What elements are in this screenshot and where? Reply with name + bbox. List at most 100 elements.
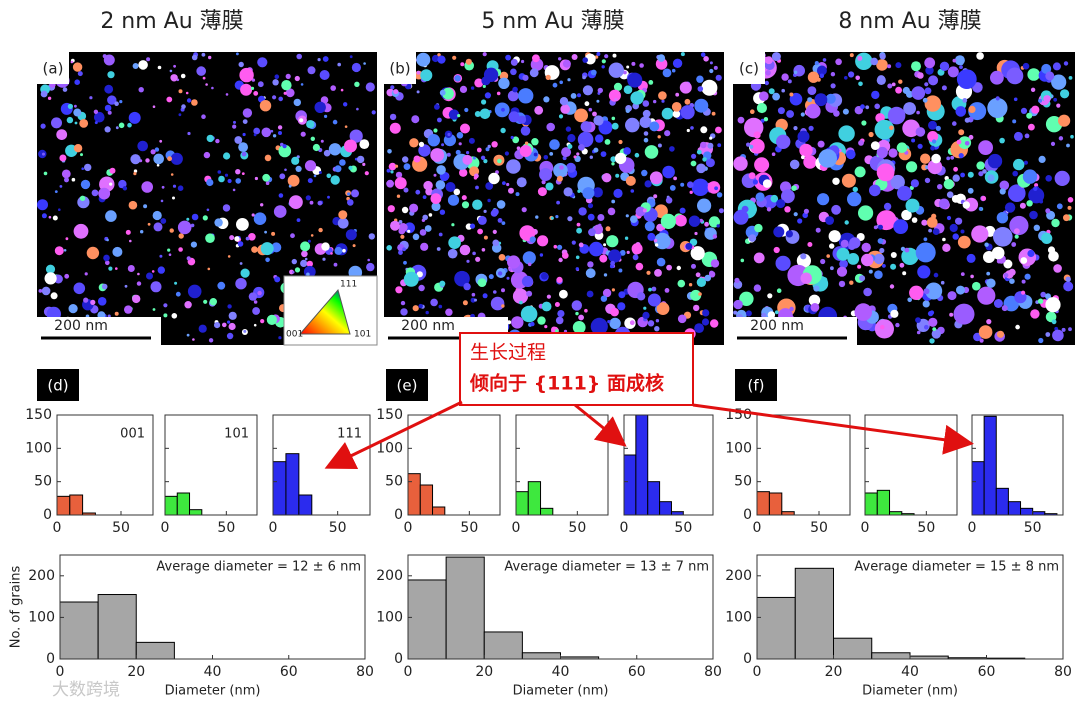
y-tick-label: 200 — [28, 568, 55, 584]
grain — [639, 63, 644, 68]
grain — [777, 107, 785, 115]
grain — [680, 182, 685, 187]
grain — [105, 260, 110, 266]
grain — [859, 275, 866, 282]
grain — [539, 168, 553, 181]
grain — [492, 229, 497, 234]
grain — [967, 171, 974, 178]
grain — [496, 91, 501, 96]
grain — [64, 273, 70, 279]
axes-frame — [407, 414, 501, 516]
grain — [253, 212, 267, 225]
grain — [696, 149, 702, 155]
grain — [995, 96, 1000, 101]
grain — [929, 338, 935, 344]
grain — [152, 210, 162, 221]
grain — [597, 214, 605, 221]
bar — [407, 579, 447, 660]
grain — [614, 152, 627, 165]
grain — [932, 139, 937, 144]
grain — [58, 208, 61, 211]
grain — [801, 155, 805, 160]
grain — [1052, 62, 1061, 71]
grain — [900, 246, 906, 252]
grain — [124, 284, 128, 288]
grain — [983, 251, 995, 263]
grain — [710, 259, 720, 268]
grain — [387, 205, 395, 213]
grain — [262, 173, 271, 182]
grain — [958, 136, 972, 150]
grain — [482, 52, 487, 57]
grain — [664, 130, 671, 137]
grain — [338, 210, 348, 220]
grain — [654, 204, 668, 218]
grain — [691, 178, 710, 196]
grain — [115, 267, 118, 270]
grain — [272, 79, 279, 86]
grain — [1065, 276, 1071, 282]
grain — [136, 281, 142, 286]
grain — [615, 173, 620, 178]
grain — [1040, 291, 1046, 298]
grain — [349, 129, 363, 143]
grain — [766, 207, 772, 212]
grain — [939, 61, 950, 71]
grain — [334, 246, 343, 255]
grain — [208, 338, 214, 343]
grain — [484, 92, 491, 99]
grain — [878, 224, 883, 230]
grain — [109, 182, 113, 186]
grain — [658, 91, 667, 100]
grain — [205, 83, 208, 86]
grain — [978, 171, 984, 177]
grain — [608, 62, 624, 78]
grain — [537, 187, 547, 197]
grain — [544, 325, 548, 329]
ipf-label: 001 — [286, 330, 303, 340]
grain — [388, 162, 397, 171]
grain — [252, 307, 260, 315]
grain — [108, 266, 113, 271]
grain — [960, 272, 965, 276]
grain — [89, 96, 93, 100]
grain — [330, 175, 340, 185]
grain — [600, 151, 607, 158]
grain — [942, 243, 951, 252]
grain — [917, 143, 923, 149]
grain — [960, 229, 965, 234]
grain — [390, 85, 395, 90]
bar — [540, 507, 554, 516]
grain — [644, 221, 655, 232]
grain — [562, 59, 571, 68]
grain — [437, 53, 441, 57]
grain — [938, 198, 950, 210]
grain — [582, 85, 594, 96]
grain — [86, 246, 100, 260]
y-axis-label: No. of grains — [9, 565, 24, 648]
grain — [694, 98, 709, 113]
grain — [830, 266, 834, 271]
bar — [285, 453, 300, 516]
grain — [762, 179, 772, 188]
grain — [655, 319, 660, 323]
grain — [887, 64, 892, 69]
grain — [278, 193, 284, 198]
grain — [675, 92, 680, 97]
grain — [362, 162, 366, 166]
grain — [555, 316, 564, 325]
grain — [709, 68, 714, 74]
grain — [217, 281, 226, 290]
grain — [797, 218, 803, 224]
axes-frame — [164, 414, 258, 516]
grain — [760, 118, 765, 123]
callout-box — [459, 332, 694, 406]
grain — [1028, 123, 1035, 131]
grain — [836, 247, 850, 261]
grain — [648, 80, 654, 85]
grain — [781, 88, 785, 93]
grain — [1061, 327, 1066, 332]
grain — [480, 155, 486, 160]
grain — [599, 254, 608, 263]
grain — [937, 184, 943, 190]
